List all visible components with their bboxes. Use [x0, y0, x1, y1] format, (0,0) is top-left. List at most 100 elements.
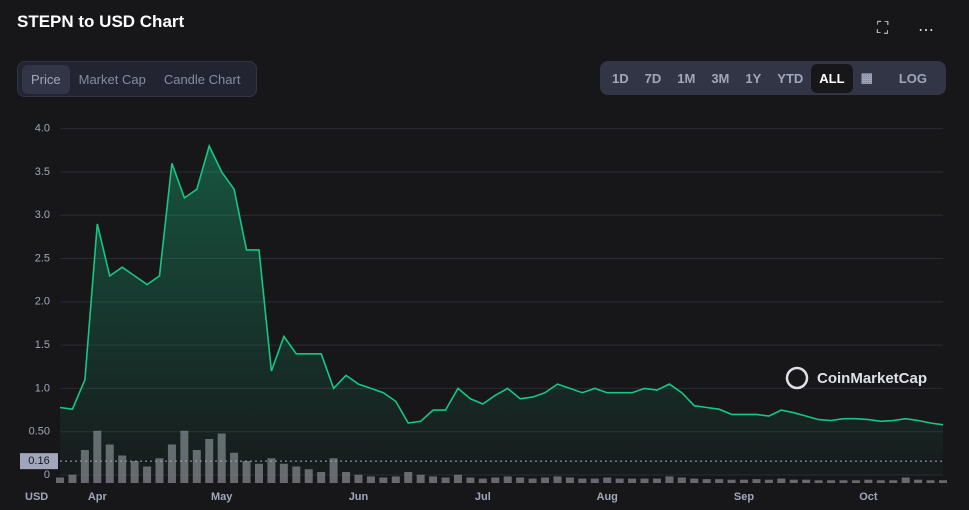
y-tick-label: 1.0: [35, 382, 50, 394]
y-axis-label: USD: [25, 491, 48, 503]
volume-bar: [789, 479, 798, 483]
price-line: [59, 143, 944, 426]
more-icon[interactable]: ⋯: [918, 22, 934, 39]
volume-bar: [254, 463, 263, 483]
tab-button[interactable]: Candle Chart: [163, 71, 241, 87]
volume-bar: [528, 478, 537, 483]
watermark: CoinMarketCap: [817, 370, 927, 387]
range-button[interactable]: 3M: [711, 70, 730, 86]
range-button[interactable]: YTD: [777, 70, 804, 86]
volume-bar: [118, 455, 127, 483]
calendar-button[interactable]: ▦: [860, 70, 873, 85]
volume-bar: [939, 480, 947, 483]
volume-bar: [628, 478, 637, 483]
volume-bar: [167, 444, 176, 483]
volume-bar: [889, 480, 898, 483]
volume-bar: [615, 478, 624, 483]
reference-label-box: [20, 453, 58, 470]
x-tick-label: May: [211, 491, 233, 503]
volume-bar: [777, 478, 786, 483]
volume-bar: [553, 476, 562, 483]
x-tick-label: Apr: [88, 491, 108, 503]
tabs: Price Market Cap Candle Chart: [17, 61, 257, 97]
volume-bar: [764, 479, 773, 483]
watermark-logo: [785, 366, 809, 390]
volume-bar: [827, 480, 836, 483]
volume-bar: [702, 479, 711, 483]
volume-bar: [379, 477, 388, 483]
volume-bar: [839, 480, 848, 483]
range-button[interactable]: 1M: [677, 70, 696, 86]
volume-bar: [56, 477, 64, 483]
volume-bar: [466, 477, 475, 483]
volume-bar: [901, 477, 910, 483]
volume-bar: [851, 480, 860, 483]
volume-bar: [416, 474, 425, 483]
y-tick-label: 4.0: [35, 123, 50, 135]
volume-bar: [690, 478, 699, 483]
volume-bar: [180, 430, 189, 483]
volume-bar: [242, 461, 251, 483]
volume-bar: [541, 477, 550, 483]
volume-bar: [366, 476, 375, 483]
range-button[interactable]: 1Y: [745, 70, 762, 86]
volume-bar: [814, 480, 823, 483]
price-area: [60, 146, 943, 475]
volume-bar: [503, 476, 512, 483]
y-tick-label: 0.50: [29, 426, 50, 438]
y-tick-label: 1.5: [35, 339, 50, 351]
volume-bar: [304, 469, 313, 483]
y-tick-label: 3.5: [35, 166, 50, 178]
volume-bar: [354, 474, 363, 483]
volume-bar: [105, 444, 114, 483]
volume-bar: [317, 472, 326, 483]
volume-bar: [752, 479, 761, 483]
x-tick-label: Jun: [349, 491, 369, 503]
volume-bar: [914, 479, 923, 483]
volume-bar: [926, 480, 935, 483]
range-button[interactable]: 7D: [644, 70, 662, 86]
fullscreen-icon[interactable]: ⛶: [877, 20, 889, 37]
volume-bar: [516, 477, 525, 483]
volume-bar: [665, 476, 674, 483]
x-tick-label: Jul: [475, 491, 491, 503]
volume-bar: [68, 474, 77, 483]
volume-bar: [80, 450, 89, 483]
range-buttons: 1D 7D 1M 3M 1Y YTD ALL ▦ LOG: [600, 61, 946, 95]
y-tick-label: 3.0: [35, 209, 50, 221]
volume-bar: [267, 458, 276, 483]
volume-bar: [143, 466, 152, 483]
x-tick-label: Aug: [597, 491, 618, 503]
volume-bar: [93, 430, 102, 483]
volume-bar: [478, 478, 487, 483]
volume-bar: [130, 461, 139, 483]
reference-label: 0.16: [28, 455, 49, 467]
volume-bar: [279, 463, 288, 483]
volume-bar: [217, 433, 226, 483]
x-tick-label: Oct: [859, 491, 878, 503]
y-tick-label: 2.5: [35, 252, 50, 264]
x-tick-label: Sep: [734, 491, 754, 503]
log-button[interactable]: LOG: [898, 70, 928, 86]
volume-bar: [578, 478, 587, 483]
volume-bar: [603, 477, 612, 483]
volume-bar: [429, 476, 438, 483]
tab-button[interactable]: Price: [22, 64, 70, 94]
volume-bar: [205, 439, 214, 483]
volume-bar: [391, 476, 400, 483]
volume-bar: [640, 478, 649, 483]
volume-bar: [802, 479, 811, 483]
y-tick-label: 0: [44, 469, 50, 481]
volume-bar: [342, 472, 351, 483]
range-button[interactable]: 1D: [612, 70, 629, 86]
title: STEPN to USD Chart: [17, 12, 185, 31]
volume-bar: [230, 452, 239, 483]
volume-bar: [652, 478, 661, 483]
tab-button[interactable]: Market Cap: [78, 71, 146, 87]
range-button[interactable]: ALL: [811, 63, 853, 93]
volume-bar: [677, 477, 686, 483]
volume-bar: [491, 477, 500, 483]
volume-bar: [864, 479, 873, 483]
volume-bar: [727, 479, 736, 483]
